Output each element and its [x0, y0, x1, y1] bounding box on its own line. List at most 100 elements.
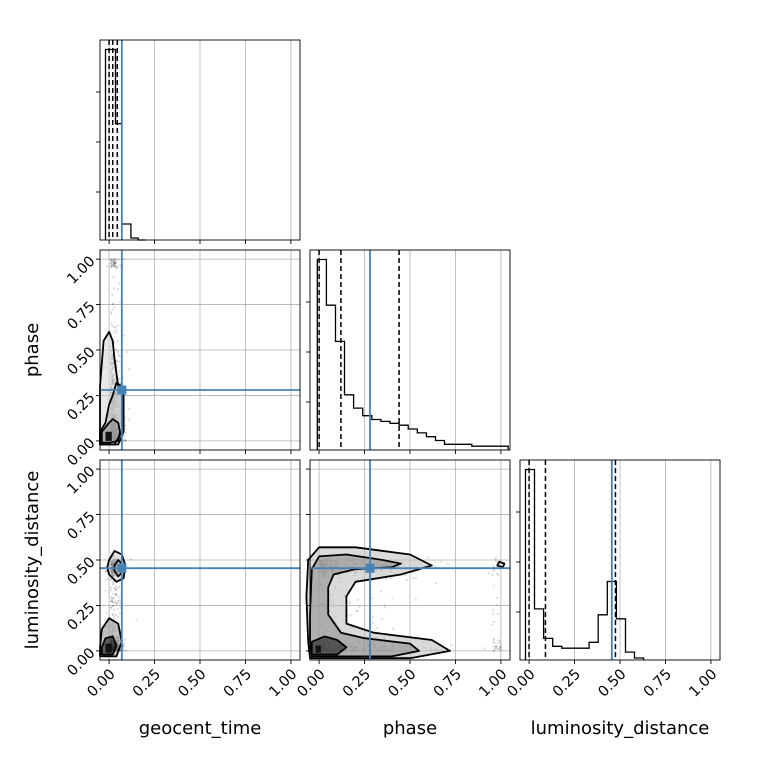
sample-point [497, 648, 500, 650]
tick-label-x: 0.75 [431, 666, 465, 700]
sample-point [107, 577, 109, 580]
sample-point [111, 613, 114, 616]
sample-point [115, 594, 118, 597]
sample-point [113, 287, 115, 290]
tick-label-x: 0.25 [340, 666, 374, 700]
sample-point [115, 348, 118, 351]
sample-point [110, 262, 113, 265]
sample-point [356, 598, 359, 601]
sample-point [123, 334, 126, 337]
sample-point [113, 587, 116, 590]
sample-point [114, 601, 117, 604]
sample-point [113, 325, 116, 328]
sample-point [104, 618, 107, 621]
sample-point [117, 586, 120, 589]
sample-point [117, 259, 120, 262]
truth-marker [365, 563, 375, 573]
sample-point [104, 589, 107, 592]
sample-point [115, 594, 117, 596]
sample-point [115, 329, 117, 332]
sample-point [123, 258, 126, 261]
axis-label-x-phase: phase [383, 718, 437, 739]
tick-label-x: 0.75 [221, 666, 255, 700]
sample-point [112, 276, 115, 279]
tick-label-x: 1.00 [686, 666, 720, 700]
truth-marker [117, 563, 127, 573]
sample-point [104, 571, 107, 574]
sample-point [499, 648, 501, 651]
sample-point [496, 642, 499, 645]
sample-point [115, 363, 118, 366]
sample-point [415, 577, 418, 580]
contour-line [100, 635, 118, 656]
sample-point [110, 265, 113, 268]
sample-point [495, 647, 498, 650]
sample-point [122, 645, 125, 648]
sample-point [117, 288, 120, 290]
sample-point [112, 615, 115, 617]
tick-label-x: 0.25 [550, 666, 584, 700]
sample-point [112, 580, 115, 583]
sample-point [130, 558, 132, 561]
sample-point [118, 602, 121, 605]
sample-point [123, 435, 126, 438]
histogram-phase [316, 258, 509, 450]
sample-point [495, 560, 497, 563]
sample-point [118, 370, 121, 373]
sample-point [119, 649, 122, 652]
sample-point [493, 637, 495, 640]
sample-point [495, 556, 498, 559]
sample-point [391, 597, 394, 600]
sample-point [112, 583, 115, 586]
sample-point [427, 556, 430, 559]
sample-point [104, 578, 107, 581]
sample-point [492, 638, 495, 641]
sample-point [110, 586, 112, 589]
sample-point [492, 609, 495, 612]
sample-point [114, 326, 117, 329]
histogram-luminosity-distance [524, 468, 645, 660]
sample-point [495, 645, 497, 648]
sample-point [115, 266, 118, 269]
sample-point [414, 598, 417, 601]
sample-point [118, 595, 121, 598]
sample-point [113, 306, 116, 309]
tick-label-y: 1.00 [65, 463, 99, 497]
sample-point [118, 282, 121, 285]
sample-point [371, 615, 374, 618]
sample-point [113, 259, 116, 262]
sample-point [113, 262, 116, 265]
tick-label-y: 0.50 [65, 554, 99, 588]
sample-point [115, 589, 118, 592]
tick-label-x: 0.00 [85, 666, 119, 700]
sample-point [115, 603, 118, 606]
sample-point [117, 324, 120, 327]
sample-point [106, 265, 109, 268]
tick-label-x: 1.00 [476, 666, 510, 700]
sample-point [110, 607, 113, 609]
sample-point [110, 258, 113, 261]
sample-point [499, 641, 502, 644]
sample-point [126, 351, 128, 353]
sample-point [116, 267, 119, 269]
sample-point [110, 263, 113, 265]
sample-point [499, 646, 502, 649]
sample-point [379, 590, 382, 593]
density-fill [315, 645, 321, 653]
sample-point [110, 588, 113, 591]
sample-point [383, 603, 386, 606]
sample-point [128, 407, 131, 410]
sample-point [118, 585, 121, 588]
sample-point [112, 596, 115, 599]
sample-point [112, 597, 115, 600]
sample-point [110, 262, 113, 265]
sample-point [483, 647, 486, 650]
sample-point [128, 418, 131, 421]
sample-point [117, 264, 120, 267]
sample-point [104, 569, 107, 572]
sample-point [375, 627, 378, 630]
sample-point [118, 360, 121, 363]
sample-point [493, 584, 496, 587]
sample-point [113, 258, 116, 261]
sample-point [496, 603, 499, 606]
